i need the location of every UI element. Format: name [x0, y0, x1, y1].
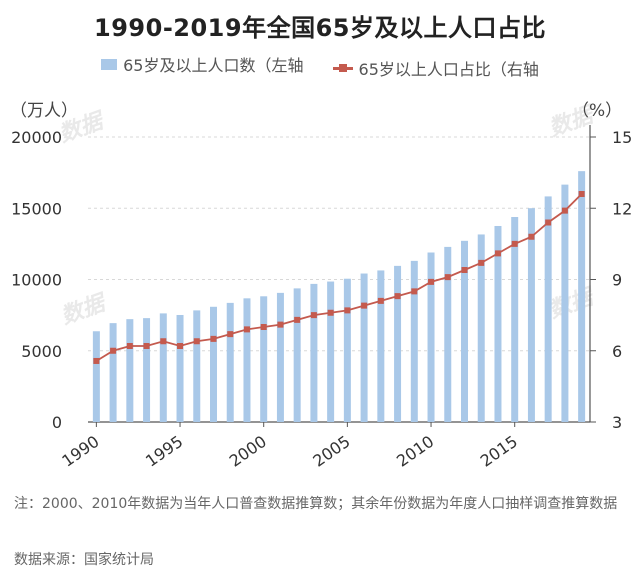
line-point: [428, 278, 435, 285]
bar: [343, 278, 351, 422]
line-point: [511, 240, 518, 247]
bar: [527, 208, 535, 422]
line-point: [444, 274, 451, 281]
bar: [477, 234, 485, 422]
right-axis-unit: （%）: [572, 101, 623, 121]
bar: [511, 216, 519, 422]
line-point: [143, 343, 150, 349]
bar: [109, 323, 117, 422]
left-axis-tick-label: 0: [52, 413, 62, 432]
x-axis-tick-label: 2010: [393, 432, 437, 471]
line-point: [243, 326, 250, 333]
line-point: [310, 312, 317, 319]
x-axis-tick-label: 2005: [309, 432, 353, 471]
bar: [143, 318, 151, 422]
legend-item-bar: 65岁及以上人口数（左轴: [101, 52, 303, 76]
left-axis-tick-label: 20000: [11, 128, 62, 147]
line-point: [294, 316, 301, 323]
bar: [126, 319, 134, 422]
bar: [427, 252, 435, 422]
bar: [444, 246, 452, 422]
line-point: [160, 338, 167, 345]
line-point: [327, 309, 334, 316]
line-point: [461, 267, 468, 273]
x-axis-tick-label: 2000: [226, 432, 270, 471]
bar: [377, 270, 385, 422]
right-axis-tick-label: 6: [612, 342, 622, 361]
bar: [226, 302, 234, 422]
legend-bar-swatch: [101, 58, 118, 70]
bar: [260, 296, 268, 422]
left-axis-tick-label: 10000: [11, 271, 62, 290]
line-point: [344, 307, 351, 314]
line-point: [110, 347, 117, 354]
bar: [210, 306, 217, 422]
left-axis-unit: （万人）: [10, 101, 78, 121]
legend-item-line: 65岁以上人口占比（右轴: [332, 56, 539, 80]
bar: [193, 310, 201, 422]
bar: [176, 314, 184, 422]
left-axis-tick-label: 5000: [21, 342, 62, 361]
line-point: [126, 343, 133, 349]
bar: [293, 288, 301, 422]
line-point: [545, 219, 552, 226]
line-point: [578, 191, 585, 197]
line-point: [177, 343, 184, 349]
right-axis-tick-label: 9: [612, 271, 622, 290]
line-point: [260, 324, 267, 330]
bar: [159, 313, 167, 422]
legend-line-swatch: [332, 63, 353, 72]
footnote: 注：2000、2010年数据为当年人口普查数据推算数；其余年份数据为年度人口抽样…: [14, 496, 618, 512]
data-source: 数据来源：国家统计局: [14, 552, 154, 568]
legend-line-label: 65岁以上人口占比（右轴: [358, 60, 539, 79]
legend: 65岁及以上人口数（左轴 65岁以上人口占比（右轴: [0, 52, 640, 80]
bar: [243, 298, 251, 422]
line-point: [210, 335, 217, 342]
line-point: [361, 302, 368, 309]
right-axis-tick-label: 15: [612, 128, 632, 147]
chart-area: 0 5000 10000 15000 20000 3 6 9 12 15 1990 1995 2000 2…: [11, 125, 632, 471]
x-axis-tick-label: 1990: [58, 432, 102, 471]
bar: [544, 196, 552, 422]
line-point: [561, 207, 568, 214]
right-axis-tick-label: 12: [612, 199, 632, 218]
line-point: [277, 321, 284, 328]
line-point: [227, 331, 234, 338]
bar: [327, 281, 335, 422]
x-axis-tick-label: 2015: [477, 432, 521, 471]
chart-title: 1990-2019年全国65岁及以上人口占比: [94, 14, 546, 42]
line-point: [494, 250, 501, 257]
line-point: [193, 338, 200, 345]
line-point: [93, 357, 100, 364]
bar: [360, 273, 368, 422]
bar: [310, 283, 318, 422]
line-point: [478, 259, 485, 266]
left-axis-tick-label: 15000: [11, 199, 62, 218]
line-point: [377, 297, 384, 304]
line-point: [411, 288, 418, 295]
right-axis-tick-label: 3: [612, 413, 622, 432]
bar: [394, 265, 402, 422]
bar: [578, 171, 586, 422]
bar: [276, 292, 284, 422]
ratio-line: [95, 193, 583, 362]
bar: [561, 184, 569, 422]
line-point: [528, 233, 535, 240]
legend-bar-label: 65岁及以上人口数（左轴: [123, 56, 304, 75]
line-point: [394, 293, 401, 300]
x-axis-tick-label: 1995: [142, 432, 186, 471]
bar: [461, 240, 468, 422]
bar: [92, 331, 100, 422]
bar: [410, 260, 418, 422]
bar: [494, 225, 502, 422]
